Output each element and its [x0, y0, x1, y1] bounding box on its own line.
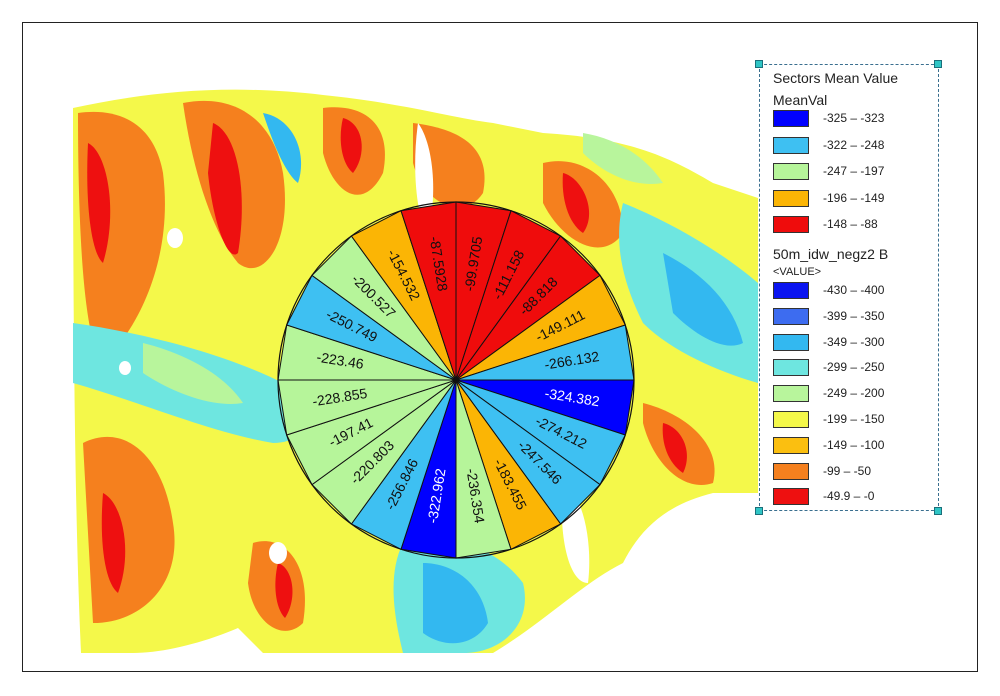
legend-raster-class-swatch	[773, 282, 809, 299]
legend-raster-class-row: -199 – -150	[773, 411, 933, 429]
legend-sector-class-label: -322 – -248	[823, 137, 885, 152]
legend-sector-class-row: -247 – -197	[773, 163, 933, 181]
legend-raster-class-label: -99 – -50	[823, 463, 872, 478]
legend-raster-class-label: -430 – -400	[823, 283, 885, 297]
selection-handle-top-right[interactable]	[934, 60, 942, 68]
legend-raster-class-row: -399 – -350	[773, 307, 933, 326]
legend-raster-title: 50m_idw_negz2 B	[773, 246, 889, 262]
selection-handle-top-left[interactable]	[755, 60, 763, 68]
legend-raster-class-swatch	[773, 307, 809, 325]
legend-raster-class-label: -49.9 – -0	[823, 489, 875, 504]
legend-sector-class-row: -325 – -323	[773, 110, 933, 128]
legend-raster-class-label: -199 – -150	[823, 412, 885, 426]
sector-value-label: -223.46	[316, 349, 366, 372]
legend-sector-class-label: -247 – -197	[823, 164, 885, 178]
legend-raster-class-row: -249 – -200	[773, 385, 933, 403]
legend-raster-class-swatch	[773, 359, 809, 377]
legend-sectors-field: MeanVal	[773, 92, 828, 108]
legend-raster-class-row: -49.9 – -0	[773, 488, 933, 506]
legend-raster-class-label: -249 – -200	[823, 386, 885, 401]
legend-raster-class-swatch	[773, 333, 809, 351]
legend[interactable]: Sectors Mean Value MeanVal -325 – -323 -3…	[759, 64, 939, 511]
legend-raster-class-label: -149 – -100	[823, 437, 885, 452]
legend-sector-class-label: -148 – -88	[823, 217, 878, 231]
legend-raster-class-swatch	[773, 436, 809, 454]
legend-raster-class-label: -399 – -350	[823, 308, 885, 323]
selection-handle-bottom-right[interactable]	[934, 507, 942, 515]
legend-raster-class-row: -349 – -300	[773, 333, 933, 352]
legend-raster-class-swatch	[773, 411, 809, 428]
sector-wheel[interactable]: -99.9705 -111.158-88.818-149.111-266.132-…	[277, 201, 635, 559]
legend-raster-class-swatch	[773, 385, 809, 403]
legend-raster-class-row: -299 – -250	[773, 359, 933, 377]
legend-sectors-title: Sectors Mean Value	[773, 70, 899, 86]
legend-sector-class-label: -325 – -323	[823, 111, 885, 125]
legend-raster-class-row: -430 – -400	[773, 282, 933, 300]
legend-raster-class-swatch	[773, 488, 809, 506]
legend-sector-class-label: -196 – -149	[823, 190, 885, 205]
legend-raster-class-label: -349 – -300	[823, 334, 885, 349]
legend-sector-class-row: -196 – -149	[773, 189, 933, 208]
legend-sector-class-swatch	[773, 189, 809, 207]
legend-sector-class-swatch	[773, 163, 809, 180]
map-canvas[interactable]: -99.9705 -111.158-88.818-149.111-266.132-…	[23, 23, 978, 672]
sector-wedge[interactable]	[400, 201, 457, 381]
legend-raster-class-label: -299 – -250	[823, 360, 885, 375]
legend-raster-field: <VALUE>	[773, 266, 822, 278]
legend-raster-class-swatch	[773, 462, 809, 480]
legend-sector-class-row: -322 – -248	[773, 136, 933, 155]
legend-sector-class-swatch	[773, 216, 809, 233]
legend-sector-class-swatch	[773, 110, 809, 127]
legend-raster-class-row: -99 – -50	[773, 462, 933, 481]
selection-handle-bottom-left[interactable]	[755, 507, 763, 515]
legend-raster-class-row: -149 – -100	[773, 436, 933, 455]
legend-sector-class-swatch	[773, 136, 809, 154]
sector-wheel-outline	[277, 201, 635, 559]
legend-sector-class-row: -148 – -88	[773, 216, 933, 234]
